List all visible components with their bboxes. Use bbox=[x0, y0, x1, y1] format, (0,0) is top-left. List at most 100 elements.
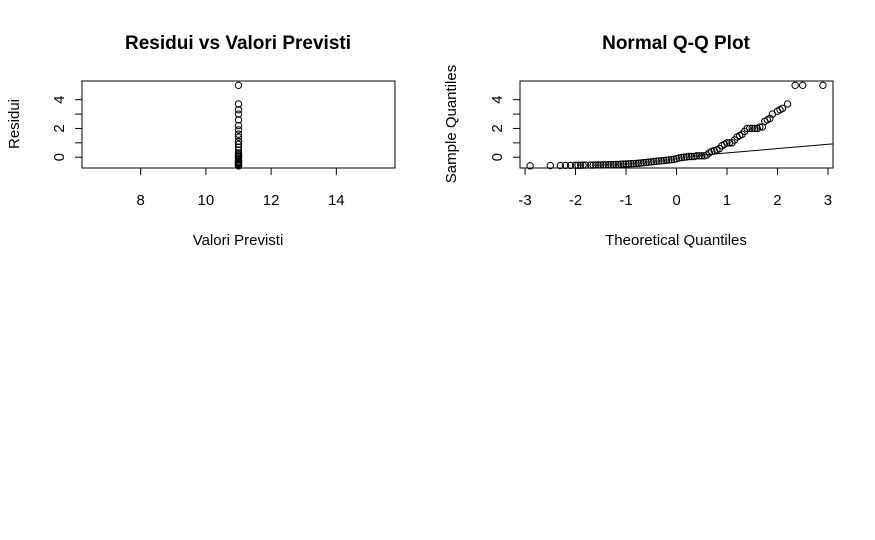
data-point bbox=[698, 152, 706, 160]
data-point bbox=[751, 124, 759, 133]
x-axis: -3 -2 -1 0 1 2 3 bbox=[518, 167, 832, 209]
data-point bbox=[639, 158, 648, 167]
y-axis-label: Residui bbox=[6, 99, 23, 149]
data-point bbox=[586, 161, 595, 169]
data-point bbox=[642, 158, 650, 167]
data-point bbox=[695, 152, 703, 160]
data-points bbox=[234, 81, 243, 170]
data-point bbox=[743, 124, 751, 133]
y-tick-label: 2 bbox=[51, 124, 68, 132]
data-point bbox=[592, 161, 600, 169]
data-point bbox=[624, 160, 633, 168]
data-point bbox=[657, 157, 666, 165]
data-point bbox=[597, 161, 605, 169]
data-point bbox=[581, 161, 590, 169]
data-point bbox=[579, 161, 587, 169]
x-tick-label: 3 bbox=[824, 192, 832, 209]
x-tick-label: 8 bbox=[137, 192, 145, 209]
y-tick-label: 0 bbox=[489, 153, 506, 161]
data-point bbox=[682, 153, 691, 161]
data-point bbox=[629, 159, 638, 168]
y-tick-label: 4 bbox=[51, 96, 68, 104]
plot-frame bbox=[81, 80, 396, 169]
data-point bbox=[778, 104, 787, 113]
chart-title: Residui vs Valori Previsti bbox=[125, 33, 351, 54]
y-axis-label: Sample Quantiles bbox=[443, 65, 460, 183]
data-point bbox=[677, 153, 686, 162]
data-point bbox=[680, 153, 688, 161]
data-point bbox=[576, 161, 585, 169]
data-point bbox=[667, 155, 676, 164]
data-points bbox=[526, 81, 827, 170]
data-point bbox=[234, 158, 243, 166]
data-point bbox=[723, 139, 731, 147]
qq-line bbox=[697, 143, 834, 156]
data-point bbox=[234, 137, 243, 146]
chart-title: Normal Q-Q Plot bbox=[602, 33, 750, 54]
data-point bbox=[660, 156, 668, 165]
data-point bbox=[622, 160, 630, 168]
data-point bbox=[612, 160, 620, 169]
data-point bbox=[234, 106, 243, 114]
data-point bbox=[687, 152, 696, 161]
data-point bbox=[819, 81, 827, 90]
data-point bbox=[234, 133, 243, 141]
data-point bbox=[647, 158, 655, 166]
data-point bbox=[234, 100, 243, 108]
data-point bbox=[234, 121, 243, 130]
data-point bbox=[234, 130, 243, 138]
x-axis-label: Valori Previsti bbox=[193, 232, 284, 249]
y-tick-label: 2 bbox=[489, 124, 506, 132]
data-point bbox=[637, 159, 645, 167]
data-point bbox=[234, 149, 243, 157]
data-point bbox=[645, 158, 653, 166]
data-point bbox=[685, 152, 693, 161]
x-tick-label: 10 bbox=[198, 192, 215, 209]
data-point bbox=[234, 143, 243, 151]
x-tick-label: 14 bbox=[328, 192, 345, 209]
data-point bbox=[766, 114, 774, 123]
data-point bbox=[655, 157, 663, 165]
data-point bbox=[692, 152, 701, 160]
data-point bbox=[748, 124, 756, 133]
data-point bbox=[574, 161, 582, 169]
data-point bbox=[556, 161, 565, 170]
data-point bbox=[632, 159, 640, 168]
data-point bbox=[602, 161, 610, 169]
data-point bbox=[526, 162, 534, 170]
data-point bbox=[791, 81, 799, 90]
data-point bbox=[589, 161, 597, 169]
data-point bbox=[609, 160, 618, 169]
data-point bbox=[746, 124, 754, 133]
data-point bbox=[604, 160, 613, 169]
y-axis: 0 2 4 bbox=[51, 96, 83, 161]
data-point bbox=[594, 161, 602, 169]
data-point bbox=[756, 123, 764, 131]
data-point bbox=[234, 110, 243, 118]
data-point bbox=[634, 159, 643, 167]
data-point bbox=[652, 157, 661, 165]
data-point bbox=[234, 140, 243, 148]
data-point bbox=[614, 160, 623, 169]
data-point bbox=[650, 157, 658, 166]
plot-frame bbox=[519, 80, 834, 169]
x-tick-label: 12 bbox=[263, 192, 280, 209]
x-tick-label: 1 bbox=[723, 192, 731, 209]
x-tick-label: -1 bbox=[619, 192, 632, 209]
data-point bbox=[234, 116, 243, 124]
y-axis: 0 2 4 bbox=[489, 96, 521, 161]
data-point bbox=[234, 81, 243, 90]
data-point bbox=[627, 159, 635, 168]
data-point bbox=[546, 161, 554, 170]
data-point bbox=[675, 154, 683, 162]
panel-qq: Normal Q-Q Plot -3 -2 -1 0 1 2 3 0 2 4 Theoretic… bbox=[443, 33, 834, 249]
data-point bbox=[561, 161, 570, 170]
data-point bbox=[566, 161, 575, 170]
data-point bbox=[783, 100, 792, 108]
y-tick-label: 0 bbox=[51, 153, 68, 161]
data-point bbox=[799, 81, 807, 90]
x-axis: 8 10 12 14 bbox=[137, 167, 345, 209]
data-point bbox=[617, 160, 625, 168]
data-point bbox=[234, 152, 243, 161]
